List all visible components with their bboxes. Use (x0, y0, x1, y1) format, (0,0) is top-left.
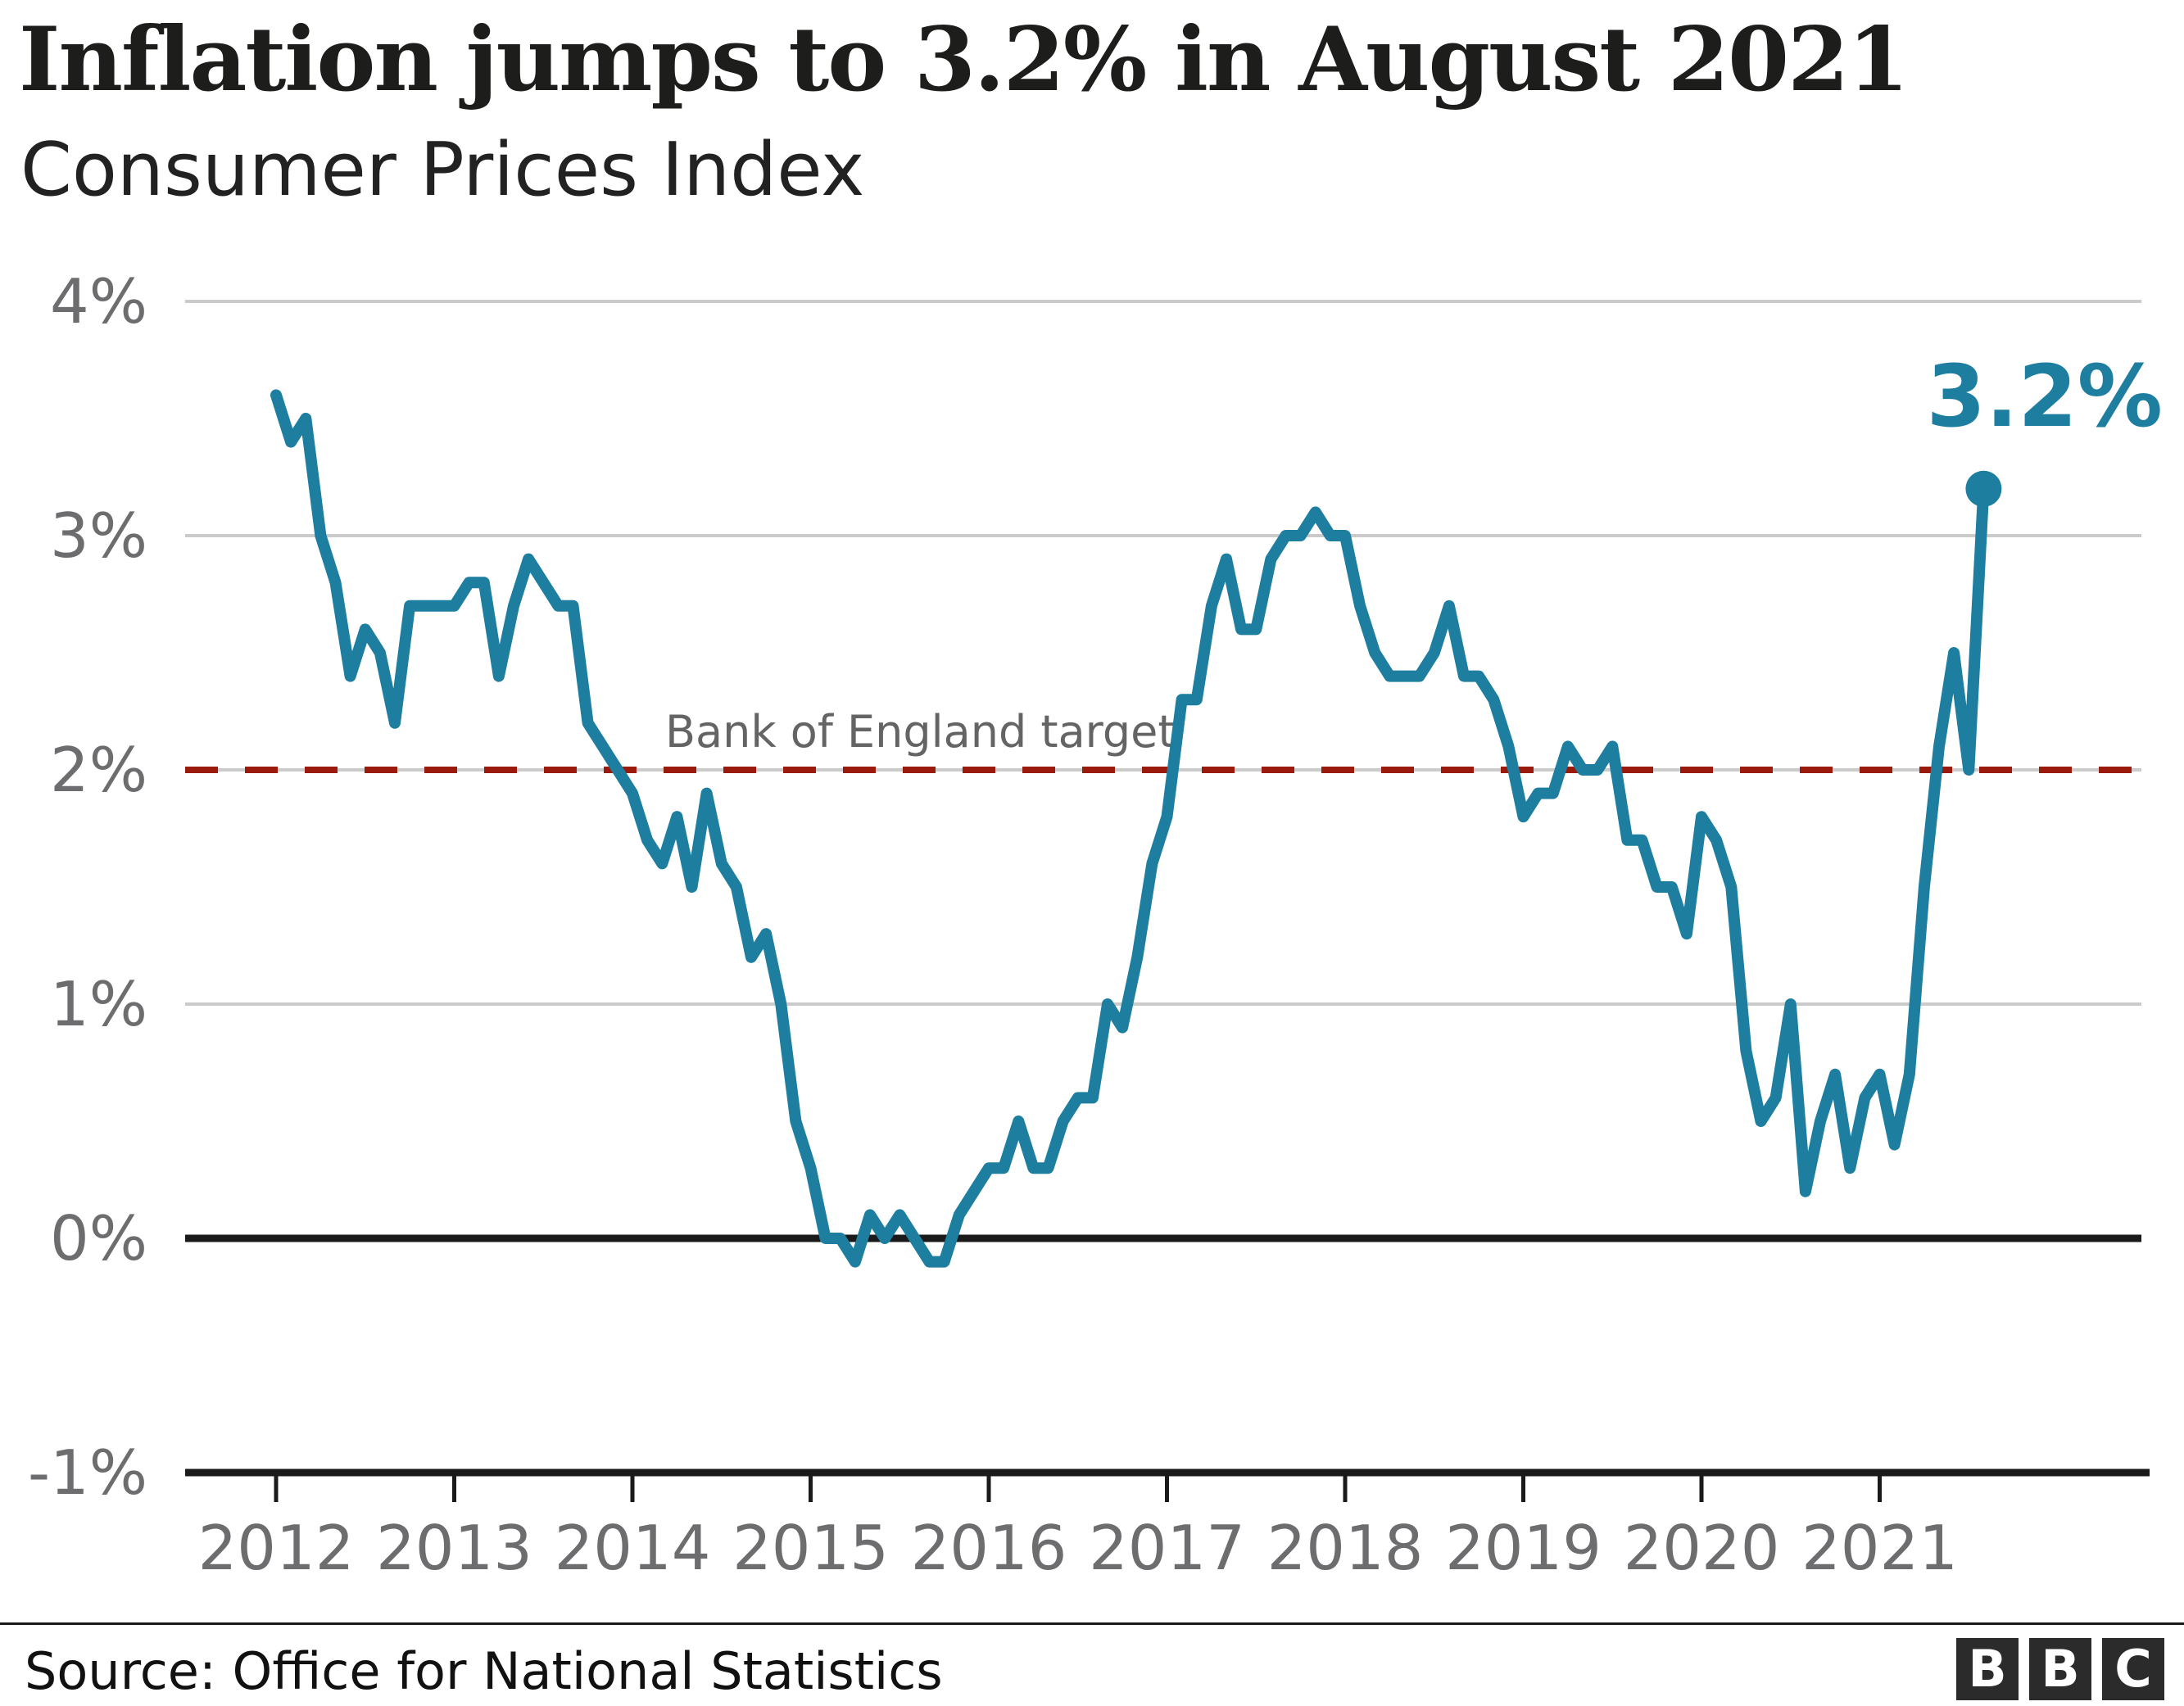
x-tick-label-2019: 2019 (1445, 1512, 1602, 1584)
y-tick-label-2%: 2% (50, 734, 147, 806)
x-tick-label-2020: 2020 (1624, 1512, 1780, 1584)
y-axis-labels: 4% 3% 2% 1% 0% -1% (28, 265, 147, 1509)
bbc-logo-letter: B (2041, 1639, 2080, 1699)
x-axis: 2012 2013 2014 2015 2016 2017 2018 2019 2020 2021 (198, 1473, 1958, 1584)
y-tick-label-1%: 1% (50, 968, 147, 1040)
x-tick-label-2021: 2021 (1801, 1512, 1958, 1584)
x-tick-label-2012: 2012 (198, 1512, 355, 1584)
y-tick-label--1%: -1% (28, 1437, 147, 1509)
page-title: Inflation jumps to 3.2% in August 2021 (19, 8, 1909, 111)
source-credit: Source: Office for National Statistics (25, 1641, 943, 1701)
chart-subtitle: Consumer Prices Index (20, 127, 865, 213)
footer-divider (0, 1622, 2184, 1625)
bbc-logo-block-3: C (2102, 1638, 2164, 1700)
x-tick-label-2018: 2018 (1267, 1512, 1424, 1584)
y-tick-label-3%: 3% (50, 500, 147, 572)
y-tick-label-0%: 0% (50, 1202, 147, 1274)
y-tick-label-4%: 4% (50, 265, 147, 337)
x-tick-label-2016: 2016 (911, 1512, 1067, 1584)
bbc-logo: B B C (1956, 1638, 2164, 1700)
bbc-logo-letter: B (1968, 1639, 2007, 1699)
x-tick-label-2017: 2017 (1089, 1512, 1245, 1584)
bbc-logo-letter: C (2114, 1639, 2152, 1699)
gridlines (185, 300, 2150, 1477)
latest-point-marker (1965, 470, 2002, 507)
x-tick-label-2013: 2013 (376, 1512, 532, 1584)
bbc-logo-block-1: B (1956, 1638, 2019, 1700)
latest-value-label: 3.2% (1927, 346, 2163, 446)
x-tick-label-2014: 2014 (555, 1512, 711, 1584)
x-tick-label-2015: 2015 (732, 1512, 889, 1584)
cpi-series-line (270, 389, 1990, 1268)
bbc-logo-block-2: B (2029, 1638, 2091, 1700)
target-annotation: Bank of England target (665, 706, 1176, 758)
